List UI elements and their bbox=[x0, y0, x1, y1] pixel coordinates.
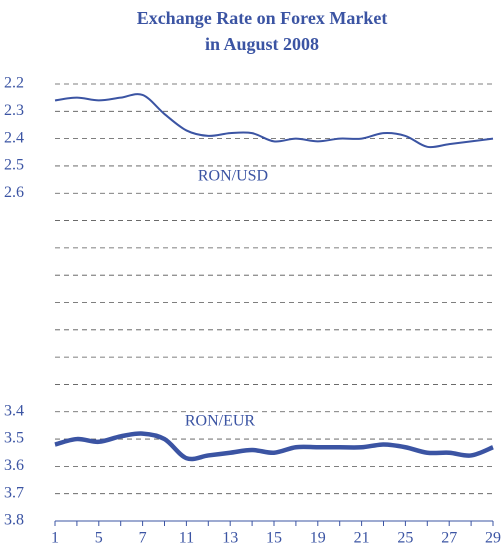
x-tick-label: 5 bbox=[95, 530, 103, 547]
y-tick-label: 2.6 bbox=[4, 184, 24, 201]
x-tick-label: 7 bbox=[139, 530, 147, 547]
x-tick-label: 13 bbox=[222, 530, 238, 547]
x-tick-label: 25 bbox=[397, 530, 413, 547]
y-tick-label: 3.4 bbox=[4, 402, 24, 419]
y-tick-label: 3.8 bbox=[4, 512, 24, 529]
y-tick-label: 3.5 bbox=[4, 430, 24, 447]
x-tick-label: 11 bbox=[179, 530, 194, 547]
series-label: RON/EUR bbox=[185, 413, 256, 430]
y-tick-label: 3.6 bbox=[4, 457, 24, 474]
line-series bbox=[54, 93, 494, 149]
x-tick-label: 19 bbox=[310, 530, 326, 547]
y-tick-label: 2.4 bbox=[4, 129, 24, 146]
x-tick-label: 15 bbox=[266, 530, 282, 547]
y-tick-label: 2.3 bbox=[4, 102, 24, 119]
line-series bbox=[54, 431, 494, 462]
y-tick-label: 2.2 bbox=[4, 75, 24, 92]
chart-title: Exchange Rate on Forex Market bbox=[137, 8, 388, 28]
x-tick-label: 1 bbox=[51, 530, 59, 547]
x-tick-label: 21 bbox=[354, 530, 370, 547]
series-label: RON/USD bbox=[198, 168, 268, 185]
y-tick-label: 2.5 bbox=[4, 157, 24, 174]
chart-title: in August 2008 bbox=[205, 34, 319, 54]
y-tick-label: 3.7 bbox=[4, 484, 24, 501]
x-tick-label: 27 bbox=[441, 530, 457, 547]
x-tick-label: 29 bbox=[485, 530, 501, 547]
